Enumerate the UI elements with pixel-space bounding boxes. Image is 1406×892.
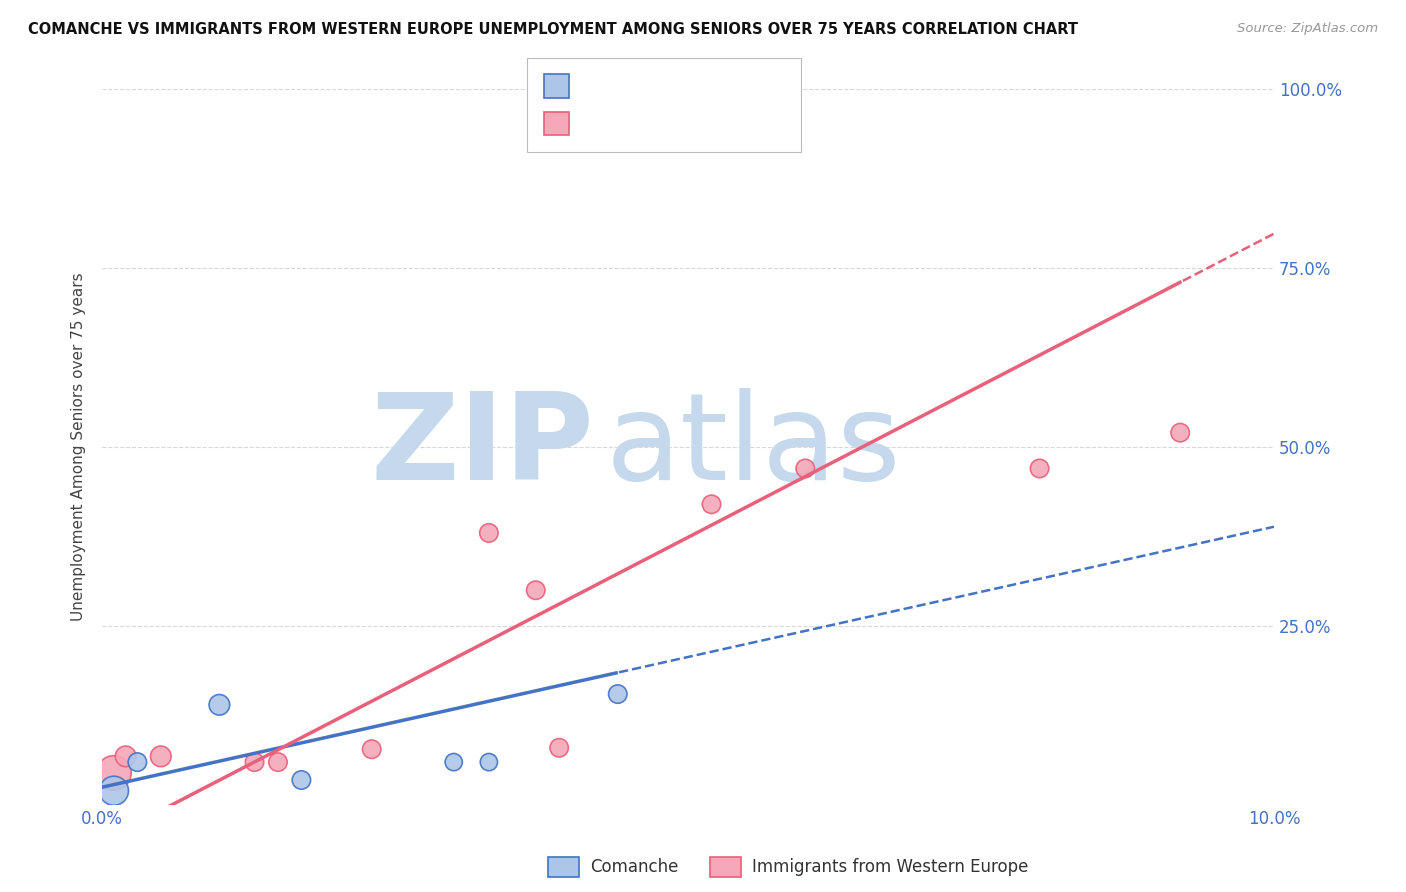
Point (114, 749, 136, 764)
Text: R = 0.238   N =  7: R = 0.238 N = 7 (578, 78, 737, 94)
Point (1028, 461, 1050, 475)
Point (548, 740, 571, 755)
Point (700, 497, 723, 511)
Point (478, 525, 501, 540)
Text: R = 0.642   N = 13: R = 0.642 N = 13 (578, 116, 742, 131)
Point (606, 687, 628, 701)
Point (208, 698, 231, 712)
Text: COMANCHE VS IMMIGRANTS FROM WESTERN EUROPE UNEMPLOYMENT AMONG SENIORS OVER 75 YE: COMANCHE VS IMMIGRANTS FROM WESTERN EURO… (28, 22, 1078, 37)
Point (103, 765, 125, 780)
Point (794, 461, 817, 475)
Point (478, 755, 501, 769)
Point (1168, 425, 1191, 440)
Point (103, 783, 125, 797)
Point (443, 755, 465, 769)
Y-axis label: Unemployment Among Seniors over 75 years: Unemployment Among Seniors over 75 years (72, 273, 86, 622)
Point (127, 755, 149, 769)
Text: Comanche: Comanche (591, 858, 679, 876)
Text: Immigrants from Western Europe: Immigrants from Western Europe (752, 858, 1029, 876)
Text: atlas: atlas (606, 389, 901, 506)
Point (524, 583, 547, 598)
Point (243, 755, 266, 769)
Text: Source: ZipAtlas.com: Source: ZipAtlas.com (1237, 22, 1378, 36)
Point (149, 749, 172, 764)
Text: ZIP: ZIP (371, 389, 595, 506)
Point (360, 742, 382, 756)
Point (290, 772, 312, 787)
Point (267, 755, 290, 769)
